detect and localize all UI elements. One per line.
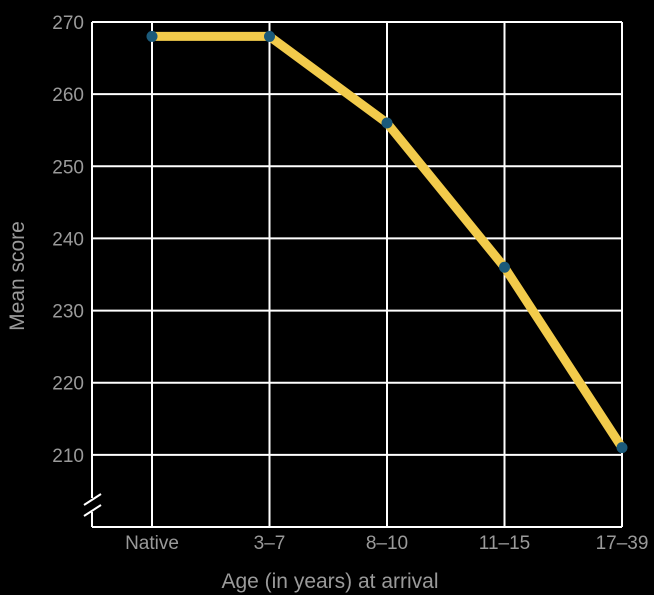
- x-tick-label: 17–39: [596, 533, 649, 554]
- y-tick-label: 250: [52, 157, 84, 178]
- y-tick-label: 230: [52, 302, 84, 323]
- axis-break-mark: [83, 504, 102, 517]
- x-tick-label: 3–7: [254, 533, 286, 554]
- data-point: [146, 30, 158, 42]
- x-tick-label: 11–15: [479, 533, 530, 554]
- y-tick-label: 210: [52, 446, 84, 467]
- data-point: [499, 261, 510, 273]
- x-tick-label: Native: [125, 533, 179, 554]
- y-tick-label: 220: [52, 374, 84, 395]
- data-point: [264, 30, 275, 42]
- y-tick-labels: 210 220 230 240 250 260 270: [52, 13, 84, 467]
- axis-break-mark: [83, 493, 102, 506]
- x-axis-title: Age (in years) at arrival: [221, 570, 438, 593]
- y-tick-label: 240: [52, 229, 84, 250]
- y-tick-label: 260: [52, 85, 84, 106]
- axis-break-icon: [83, 493, 102, 517]
- x-tick-label: 8–10: [366, 533, 408, 554]
- data-point: [381, 117, 393, 129]
- x-tick-labels: Native 3–7 8–10 11–15 17–39: [125, 533, 648, 554]
- y-tick-label: 270: [52, 13, 84, 34]
- data-point: [616, 442, 628, 454]
- y-axis-title: Mean score: [6, 221, 29, 331]
- series-layer: [146, 30, 628, 454]
